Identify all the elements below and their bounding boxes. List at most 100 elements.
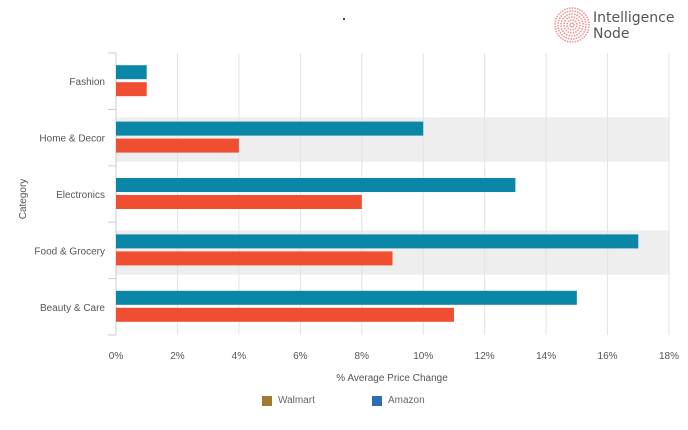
- logo-dot: [576, 8, 579, 10]
- legend-item-amazon[interactable]: Amazon: [372, 395, 425, 406]
- logo-dot: [572, 31, 575, 34]
- logo-dot: [557, 13, 560, 16]
- bar-chart: 0% 2% 4% 6% 8% 10% 12% 14% 16% 18% Fashion Home & D…: [18, 52, 679, 384]
- logo-dot: [569, 32, 572, 34]
- logo-dot: [583, 12, 586, 14]
- logo-dot: [555, 30, 558, 33]
- logo-dot: [573, 13, 576, 16]
- logo-dot: [582, 25, 584, 28]
- logo-dot: [560, 27, 563, 30]
- logo-dot: [571, 41, 574, 43]
- logo-dot: [554, 28, 557, 30]
- logo-dot: [574, 27, 577, 30]
- logo-dot: [577, 40, 579, 42]
- logo-dot: [575, 31, 577, 33]
- logo-dot: [567, 27, 570, 30]
- bar-amazon-beauty-care: [116, 290, 577, 305]
- logo-dot: [562, 38, 564, 41]
- bar-amazon-home-decor: [116, 121, 424, 136]
- logo-dot: [584, 14, 587, 16]
- logo-dot: [573, 16, 576, 19]
- bar-amazon-fashion: [116, 65, 147, 80]
- logo-dot: [574, 10, 577, 13]
- logo-dot: [574, 40, 577, 43]
- logo-dot: [566, 7, 569, 10]
- legend-swatch-amazon: [372, 395, 382, 406]
- logo-dot: [560, 25, 562, 28]
- legend-item-walmart[interactable]: Walmart: [262, 395, 315, 406]
- logo-dot: [569, 22, 572, 25]
- logo-dot: [581, 10, 584, 13]
- bar-walmart-fashion: [116, 82, 147, 97]
- logo-dot: [588, 23, 590, 26]
- logo-dot: [568, 13, 571, 16]
- logo-text: Intelligence Node: [593, 10, 674, 42]
- logo-dot: [556, 15, 559, 18]
- logo-dot: [577, 19, 580, 22]
- logo-dot: [563, 22, 566, 25]
- x-tick-label: 4%: [232, 351, 247, 362]
- logo-dot: [581, 33, 584, 35]
- logo-dot: [567, 37, 570, 40]
- logo-dot: [566, 14, 568, 17]
- logo-dot: [586, 31, 589, 34]
- logo-dot: [573, 34, 576, 37]
- logo-dot: [554, 25, 556, 28]
- logo-dot: [575, 17, 578, 20]
- logo-dot: [570, 25, 573, 28]
- logo-dot: [574, 7, 576, 10]
- logo-dot: [578, 21, 581, 24]
- logo-dot: [570, 38, 573, 40]
- logo-dot: [587, 18, 590, 21]
- logo-dot: [557, 19, 560, 22]
- logo-dot: [567, 31, 570, 34]
- logo-dot: [557, 24, 559, 27]
- logo-dot: [567, 20, 570, 23]
- bar-amazon-food-grocery: [116, 234, 639, 249]
- logo-dot: [562, 17, 564, 20]
- logo-dot: [564, 39, 567, 42]
- logo-dot: [575, 22, 578, 25]
- bar-walmart-beauty-care: [116, 307, 454, 322]
- category-label: Beauty & Care: [40, 303, 105, 314]
- bar-walmart-home-decor: [116, 138, 239, 153]
- logo-dot: [569, 10, 571, 13]
- logo-dot: [569, 19, 572, 22]
- logo-dot: [582, 22, 584, 25]
- logo-dot: [562, 13, 564, 16]
- logo-dot: [566, 25, 569, 28]
- logo-dot: [571, 10, 574, 12]
- logo-dot: [575, 37, 578, 40]
- logo-dot: [579, 38, 582, 41]
- x-tick-label: 14%: [536, 351, 556, 362]
- logo-dot: [578, 32, 581, 35]
- logo-line1: Intelligence: [593, 10, 675, 26]
- logo-dot: [571, 13, 573, 15]
- logo-dot: [587, 29, 590, 31]
- logo-dot: [564, 11, 567, 14]
- logo-dot: [584, 26, 587, 28]
- category-label: Fashion: [69, 77, 105, 88]
- logo-dot: [579, 24, 581, 27]
- logo-dot: [565, 36, 568, 39]
- x-tick-label: 6%: [293, 351, 308, 362]
- logo-dot: [584, 20, 587, 23]
- logo-line2: Node: [593, 26, 630, 42]
- logo-dot: [565, 29, 568, 32]
- logo-dot: [573, 23, 575, 26]
- logo-dot: [554, 20, 557, 23]
- logo-dot: [563, 15, 566, 18]
- bar-walmart-food-grocery: [116, 251, 393, 266]
- logo-dot: [581, 28, 584, 30]
- logo-dot: [559, 11, 562, 14]
- logo-dot: [572, 25, 575, 28]
- x-tick-label: 10%: [413, 351, 433, 362]
- x-tick-label: 0%: [109, 351, 124, 362]
- bar-walmart-electronics: [116, 195, 362, 209]
- x-tick-label: 8%: [355, 351, 370, 362]
- logo-dot: [569, 28, 572, 31]
- logo-dot: [578, 15, 581, 18]
- logo-dot: [555, 17, 558, 20]
- logo-dot: [570, 16, 573, 18]
- logo-dot: [573, 37, 575, 40]
